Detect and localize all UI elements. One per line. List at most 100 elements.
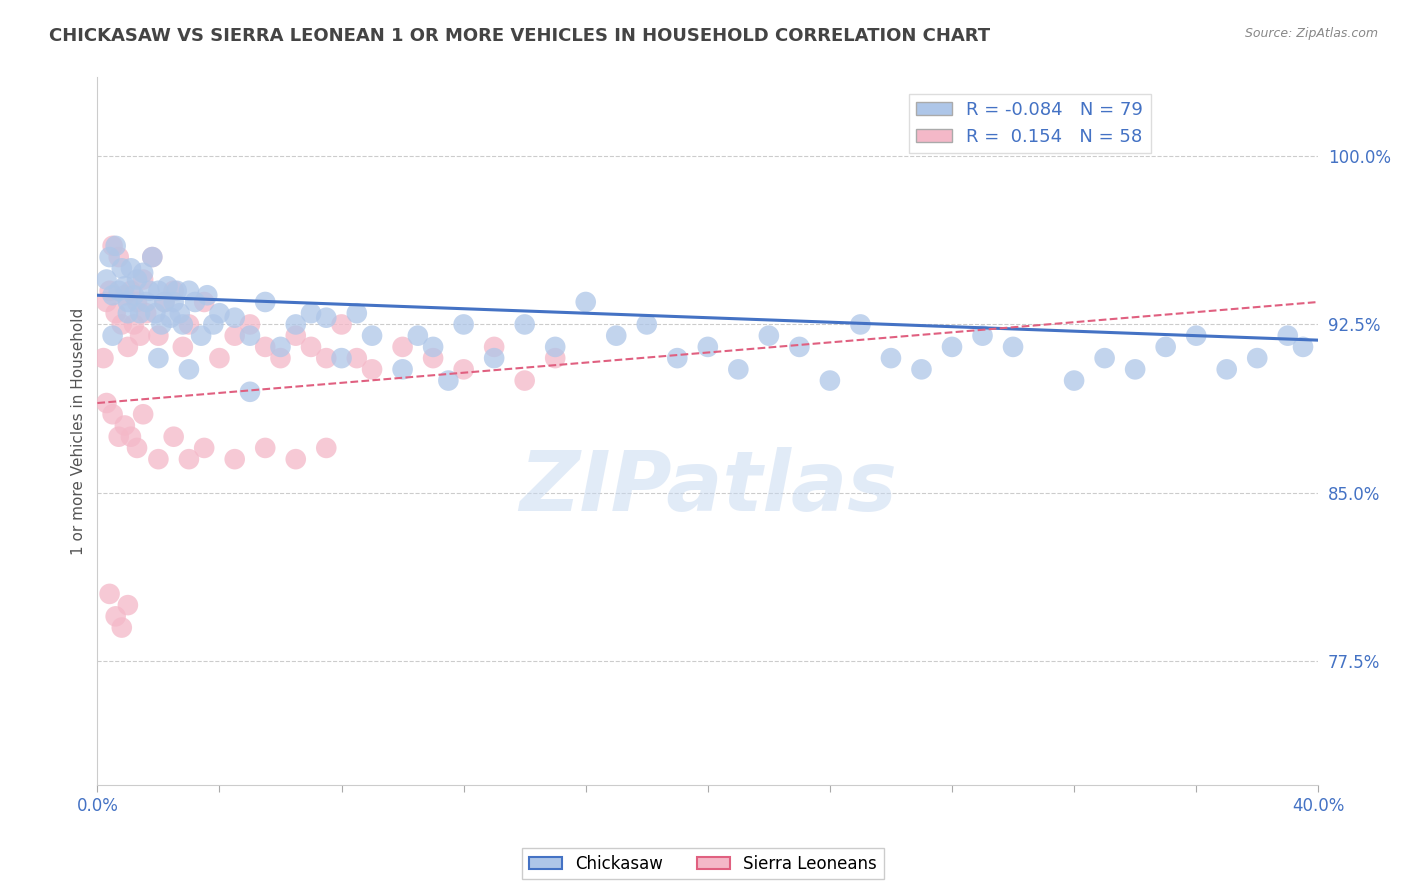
Point <box>346 306 368 320</box>
Point <box>148 284 170 298</box>
Point <box>148 328 170 343</box>
Point <box>122 318 145 332</box>
Point <box>972 328 994 343</box>
Point <box>453 362 475 376</box>
Point <box>117 306 139 320</box>
Point <box>1292 340 1315 354</box>
Point <box>107 250 129 264</box>
Point <box>513 374 536 388</box>
Point <box>177 362 200 376</box>
Point <box>269 340 291 354</box>
Point <box>727 362 749 376</box>
Point <box>575 295 598 310</box>
Point <box>101 328 124 343</box>
Point <box>193 295 215 310</box>
Point <box>163 295 186 310</box>
Point <box>239 384 262 399</box>
Point <box>172 340 194 354</box>
Point <box>391 340 413 354</box>
Point <box>141 250 163 264</box>
Point <box>315 441 337 455</box>
Point <box>125 272 148 286</box>
Legend: R = -0.084   N = 79, R =  0.154   N = 58: R = -0.084 N = 79, R = 0.154 N = 58 <box>908 94 1150 153</box>
Point <box>177 318 200 332</box>
Point <box>153 295 176 310</box>
Point <box>239 328 262 343</box>
Point <box>129 306 152 320</box>
Y-axis label: 1 or more Vehicles in Household: 1 or more Vehicles in Household <box>72 308 86 555</box>
Point <box>135 295 157 310</box>
Point <box>284 328 307 343</box>
Point <box>239 318 262 332</box>
Point <box>453 318 475 332</box>
Point <box>96 295 118 310</box>
Point <box>117 598 139 612</box>
Point <box>330 351 353 365</box>
Point <box>361 328 384 343</box>
Point <box>114 279 136 293</box>
Point <box>104 609 127 624</box>
Point <box>315 351 337 365</box>
Point <box>190 328 212 343</box>
Point <box>1246 351 1268 365</box>
Point <box>156 279 179 293</box>
Point <box>169 306 191 320</box>
Point <box>254 441 277 455</box>
Point <box>202 318 225 332</box>
Point <box>224 310 246 325</box>
Point <box>120 430 142 444</box>
Point <box>284 318 307 332</box>
Point <box>117 295 139 310</box>
Point <box>129 328 152 343</box>
Point <box>391 362 413 376</box>
Point <box>544 340 567 354</box>
Point <box>107 430 129 444</box>
Point <box>163 430 186 444</box>
Point <box>114 288 136 302</box>
Point <box>941 340 963 354</box>
Point <box>159 310 181 325</box>
Point <box>482 351 505 365</box>
Point <box>107 284 129 298</box>
Point <box>482 340 505 354</box>
Point <box>98 587 121 601</box>
Point <box>330 318 353 332</box>
Point <box>1215 362 1237 376</box>
Point <box>1063 374 1085 388</box>
Point <box>93 351 115 365</box>
Legend: Chickasaw, Sierra Leoneans: Chickasaw, Sierra Leoneans <box>522 848 884 880</box>
Point <box>163 284 186 298</box>
Point <box>150 318 173 332</box>
Point <box>789 340 811 354</box>
Point <box>208 306 231 320</box>
Point <box>132 272 155 286</box>
Point <box>101 288 124 302</box>
Point <box>114 418 136 433</box>
Point <box>605 328 627 343</box>
Point <box>254 340 277 354</box>
Point <box>125 441 148 455</box>
Text: CHICKASAW VS SIERRA LEONEAN 1 OR MORE VEHICLES IN HOUSEHOLD CORRELATION CHART: CHICKASAW VS SIERRA LEONEAN 1 OR MORE VE… <box>49 27 990 45</box>
Point <box>101 239 124 253</box>
Point <box>120 284 142 298</box>
Point <box>122 288 145 302</box>
Point <box>111 261 134 276</box>
Point <box>758 328 780 343</box>
Point <box>1185 328 1208 343</box>
Point <box>406 328 429 343</box>
Point <box>269 351 291 365</box>
Point <box>422 351 444 365</box>
Point <box>437 374 460 388</box>
Point <box>299 340 322 354</box>
Point <box>184 295 207 310</box>
Point <box>422 340 444 354</box>
Text: ZIPatlas: ZIPatlas <box>519 447 897 528</box>
Point <box>111 621 134 635</box>
Point <box>166 284 188 298</box>
Point <box>1277 328 1299 343</box>
Point <box>111 318 134 332</box>
Point <box>346 351 368 365</box>
Point <box>299 306 322 320</box>
Point <box>153 295 176 310</box>
Point <box>141 250 163 264</box>
